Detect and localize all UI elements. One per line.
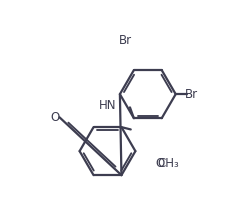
Text: Br: Br [119,34,132,47]
Text: O: O [156,157,165,170]
Text: HN: HN [99,99,116,112]
Text: Br: Br [185,88,198,101]
Text: CH₃: CH₃ [158,157,180,170]
Text: O: O [50,111,60,124]
